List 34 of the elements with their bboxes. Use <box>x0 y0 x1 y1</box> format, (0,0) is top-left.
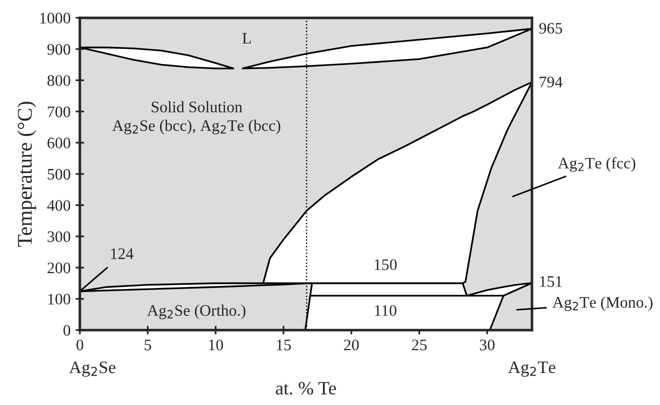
annotation: Ag$_{2}$Se (Ortho.) <box>147 304 246 320</box>
text: 151 <box>540 276 562 287</box>
y-tick-label: 100 <box>48 294 70 305</box>
y-axis-title: Temperature (°C) <box>17 102 36 247</box>
text: Ag$_{2}$Te (Mono.) <box>552 296 652 312</box>
y-tick-label: 200 <box>48 262 70 274</box>
x-tick-label: 30 <box>480 340 495 350</box>
y-tick-label: 600 <box>48 138 70 148</box>
text: 794 <box>540 76 562 88</box>
y-tick-label: 800 <box>47 75 70 86</box>
y-tick-label: 900 <box>47 44 70 55</box>
y-tick-label: 500 <box>48 168 70 180</box>
text: Ag$_{2}$Te (fcc) <box>558 157 636 172</box>
y-tick-label: 400 <box>47 200 70 211</box>
text: Ag$_{2}$Se <box>69 362 116 377</box>
text: Ag$_{2}$Te <box>508 362 556 377</box>
y-tick-label: 0 <box>63 324 70 336</box>
x-tick-label: 15 <box>276 340 291 350</box>
annotation: Ag$_{2}$Se (bcc), Ag$_{2}$Te (bcc) <box>112 120 280 134</box>
annotation: Solid Solution <box>152 101 242 112</box>
annotation: L <box>242 33 251 44</box>
text: 965 <box>539 22 562 34</box>
y-tick-label: 300 <box>48 231 70 242</box>
annotation: 150 <box>374 259 397 270</box>
y-tick-label: 700 <box>48 106 70 118</box>
y-tick-label: 1000 <box>40 12 70 24</box>
x-tick-label: 0 <box>76 340 84 350</box>
x-tick-label: 5 <box>144 340 152 350</box>
x-tick-label: 10 <box>209 340 224 350</box>
annotation: 110 <box>375 305 396 316</box>
annotation: 124 <box>111 248 134 259</box>
x-axis-title: at. % Te <box>276 382 336 395</box>
x-tick-label: 25 <box>412 340 427 350</box>
x-tick-label: 20 <box>344 340 359 350</box>
